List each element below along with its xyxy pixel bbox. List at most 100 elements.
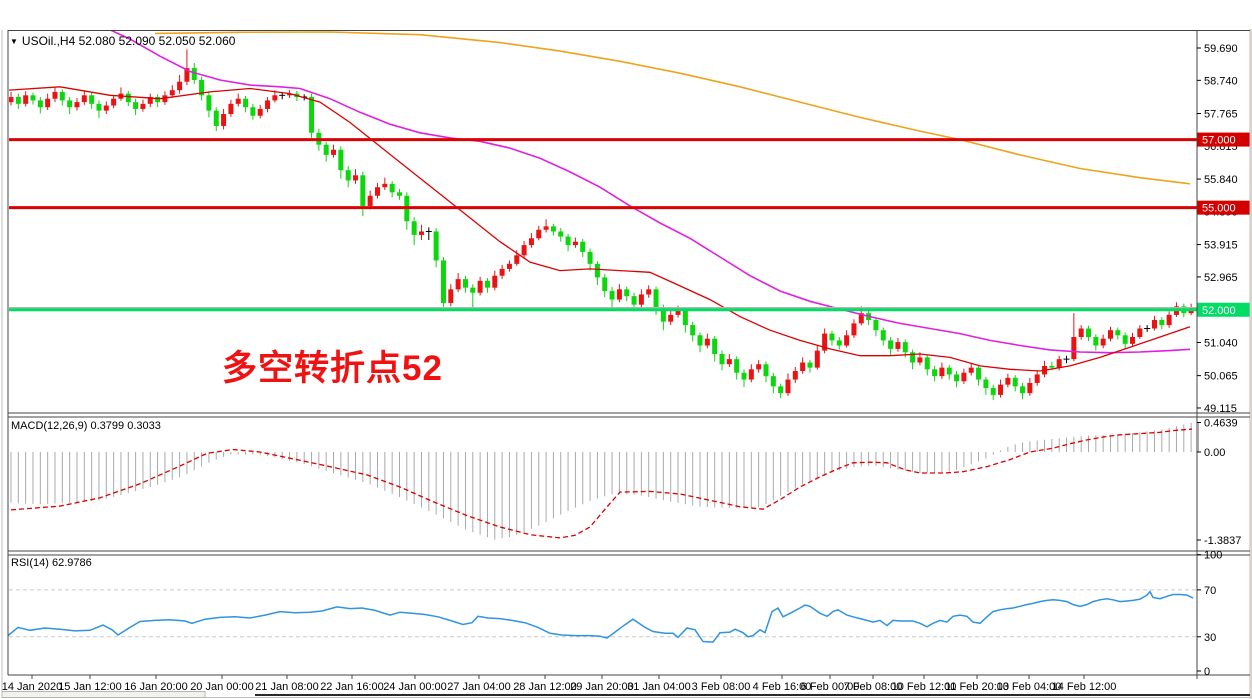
- rsi-name: RSI(14): [11, 557, 49, 569]
- candle: [939, 367, 945, 377]
- price-axis-label: 55.840: [1204, 174, 1238, 186]
- candle: [829, 333, 835, 341]
- candle: [704, 338, 710, 346]
- rsi-axis-label: 70: [1204, 585, 1216, 597]
- candle: [580, 241, 586, 252]
- candle: [1012, 377, 1018, 387]
- candle: [587, 251, 593, 264]
- candle: [983, 379, 989, 389]
- candle: [558, 231, 564, 237]
- candle: [287, 93, 293, 96]
- ma-mid-magenta-line: [110, 31, 1191, 354]
- candle: [448, 289, 454, 303]
- candle: [221, 114, 227, 126]
- price-badge: [1197, 302, 1250, 317]
- macd-indicator-label: MACD(12,26,9) 0.3799 0.3033: [11, 420, 161, 432]
- candle: [411, 221, 417, 235]
- price-panel: [9, 31, 1197, 400]
- candle: [367, 195, 373, 206]
- candle: [932, 369, 938, 377]
- ma-fast-red-line: [9, 86, 1191, 372]
- candle: [243, 98, 249, 108]
- candle: [111, 98, 117, 106]
- candle: [440, 260, 446, 303]
- candle: [257, 108, 263, 116]
- scrollbar-thumb[interactable]: [1, 691, 206, 698]
- candle: [162, 95, 168, 103]
- candle: [1137, 328, 1143, 337]
- candle: [976, 367, 982, 380]
- time-axis-label: 20 Jan 00:00: [190, 681, 254, 693]
- candle: [455, 279, 461, 290]
- candle: [675, 309, 681, 315]
- candle: [961, 372, 967, 382]
- candle: [734, 359, 740, 373]
- ohlc-readout: 52.080 52.090 52.050 52.060: [78, 34, 236, 48]
- price-axis-label: 53.915: [1204, 240, 1238, 252]
- candle: [484, 280, 490, 288]
- rsi-value: 62.9786: [51, 557, 92, 569]
- candle: [345, 170, 351, 181]
- time-axis-label: 3 Feb 08:00: [692, 681, 751, 693]
- time-axis-label: 27 Jan 04:00: [447, 681, 511, 693]
- price-axis-label: 59.690: [1204, 43, 1238, 55]
- candle: [528, 238, 534, 246]
- candle: [59, 91, 65, 101]
- candle: [353, 175, 359, 181]
- candle: [968, 367, 974, 373]
- candle: [499, 268, 505, 276]
- candle: [748, 369, 754, 380]
- candle: [396, 192, 402, 196]
- candle: [272, 95, 278, 101]
- horizontal-scrollbar[interactable]: [1, 691, 1250, 698]
- price-axis-label: 49.115: [1204, 403, 1237, 415]
- candle: [433, 231, 439, 261]
- candle: [323, 144, 329, 155]
- candle: [888, 340, 894, 349]
- candle: [712, 338, 718, 355]
- candle: [67, 100, 73, 108]
- chart-text-annotation[interactable]: 多空转折点52: [222, 349, 443, 388]
- candle: [770, 376, 776, 387]
- candle: [998, 384, 1004, 395]
- candle: [23, 95, 29, 104]
- symbol-dropdown-icon[interactable]: ▼: [10, 37, 18, 46]
- chart-title[interactable]: ▼ USOil.,H4 52.080 52.090 52.050 52.060: [10, 34, 235, 48]
- candle: [375, 187, 380, 196]
- candle: [177, 81, 183, 91]
- candle: [250, 107, 256, 116]
- macd-signal-line: [10, 428, 1193, 539]
- time-axis-label: 7 Feb 08:00: [844, 681, 903, 693]
- candle: [360, 175, 366, 206]
- time-axis-label: 10 Feb 12:00: [892, 681, 957, 693]
- candle: [1166, 314, 1172, 326]
- candle: [89, 95, 95, 104]
- candle: [741, 372, 747, 380]
- candle: [1071, 336, 1077, 360]
- rsi-axis-label: 30: [1204, 632, 1216, 644]
- candle: [565, 236, 571, 246]
- time-axis-label: 13 Feb 04:00: [997, 681, 1062, 693]
- price-axis-label: 57.765: [1204, 109, 1238, 121]
- rsi-axis: 100 70 30 0: [1197, 550, 1222, 678]
- candle: [81, 95, 87, 103]
- macd-axis-label: -1.3837: [1204, 535, 1241, 547]
- candle: [96, 103, 102, 111]
- candle: [682, 309, 688, 326]
- candle: [52, 91, 58, 99]
- price-badge-label: 57.000: [1202, 135, 1236, 147]
- candle: [902, 342, 908, 353]
- candle: [389, 183, 395, 193]
- price-badge: [1197, 132, 1250, 147]
- candle: [844, 335, 850, 346]
- candle: [726, 359, 732, 365]
- candle: [631, 296, 637, 305]
- candle: [470, 287, 476, 293]
- candle: [910, 352, 916, 363]
- candle: [213, 110, 219, 126]
- time-axis-label: 29 Jan 20:00: [570, 681, 634, 693]
- candle: [1100, 338, 1106, 346]
